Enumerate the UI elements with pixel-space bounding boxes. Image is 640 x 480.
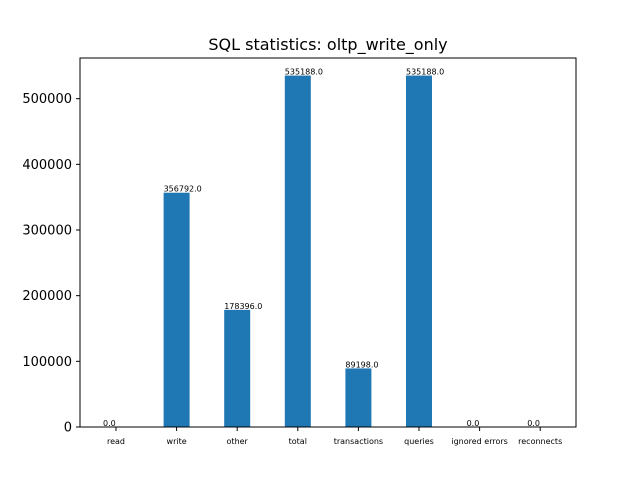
x-axis: read write other total transactions queries ig…	[107, 427, 562, 446]
y-tick-label: 200000	[22, 289, 72, 304]
data-label: 178396.0	[224, 302, 262, 311]
bar-total	[284, 75, 311, 428]
plot-frame	[79, 57, 577, 428]
data-label: 0.0	[103, 419, 116, 428]
chart-title: SQL statistics: oltp_write_only	[208, 35, 447, 55]
x-tick-label: queries	[404, 437, 434, 446]
x-tick-label: total	[289, 437, 307, 446]
y-tick-label: 0	[64, 421, 72, 436]
bar-queries	[406, 75, 432, 428]
data-label: 0.0	[527, 419, 540, 428]
data-label: 535188.0	[285, 68, 323, 77]
y-tick-label: 100000	[22, 355, 72, 370]
y-axis: 0 100000 200000 300000 400000 500000	[22, 92, 80, 436]
data-label: 89198.0	[345, 360, 378, 369]
y-tick-label: 500000	[22, 92, 72, 107]
x-tick-label: ignored errors	[451, 437, 507, 446]
x-tick-label: other	[227, 437, 249, 446]
bar-other	[224, 309, 251, 427]
x-tick-label: read	[107, 437, 125, 446]
bar-write	[163, 192, 190, 427]
y-tick-label: 300000	[22, 224, 72, 239]
bar-transactions	[345, 368, 372, 427]
x-tick-label: reconnects	[518, 437, 562, 446]
data-label: 356792.0	[164, 185, 202, 194]
data-label: 535188.0	[406, 68, 444, 77]
x-tick-label: write	[167, 437, 187, 446]
bars-group	[163, 75, 432, 428]
data-label: 0.0	[467, 419, 480, 428]
data-labels-group: 0.0 356792.0 178396.0 535188.0 89198.0 535188…	[103, 68, 540, 428]
x-tick-label: transactions	[334, 437, 383, 446]
y-tick-label: 400000	[22, 158, 72, 173]
